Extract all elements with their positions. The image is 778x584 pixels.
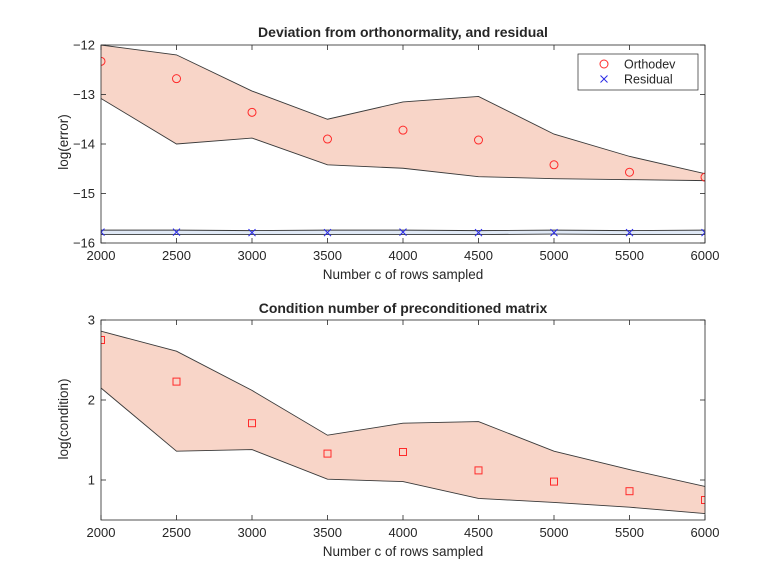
condition-xtick-label: 3500 [313,525,342,540]
error-xtick-label: 2500 [162,248,191,263]
error-xtick-label: 3500 [313,248,342,263]
error-orthodev-point [172,74,181,84]
condition-condition-point [474,466,483,475]
error-series-orthodev [101,56,705,182]
error-orthodev-point [101,56,106,66]
condition-ytick-label: 1 [88,473,95,488]
condition-plot: Condition number of preconditioned matri… [56,300,719,559]
legend-label-residual: Residual [624,73,673,87]
error-ytick-label: −15 [73,186,95,201]
error-residual-point [101,228,105,236]
condition-plot-ylabel: log(condition) [56,378,71,459]
error-ytick-label: −13 [73,87,95,102]
error-xtick-label: 5500 [615,248,644,263]
error-residual-point [550,228,558,237]
condition-series-condition [101,336,705,504]
error-xtick-label: 4500 [464,248,493,263]
error-residual-point [399,228,407,236]
condition-plot-xlabel: Number c of rows sampled [323,544,484,559]
error-plot-title: Deviation from orthonormality, and resid… [258,24,548,40]
condition-xtick-label: 3000 [238,525,267,540]
error-xtick-label: 3000 [238,248,267,263]
legend-label-orthodev: Orthodev [624,58,676,72]
error-xtick-label: 5000 [540,248,569,263]
error-residual-point [172,228,181,236]
condition-condition-point [399,448,407,456]
condition-xtick-label: 4000 [389,525,418,540]
error-xtick-label: 4000 [389,248,418,263]
condition-condition-point [550,477,558,486]
error-residual-point [625,228,634,237]
condition-condition-point [172,377,181,386]
condition-xtick-label: 5000 [540,525,569,540]
condition-xtick-label: 2000 [87,525,116,540]
condition-plot-title: Condition number of preconditioned matri… [259,300,548,316]
error-orthodev-point [549,160,559,170]
condition-band-0 [101,331,705,514]
error-residual-point [323,228,332,237]
error-ytick-label: −12 [73,38,95,53]
condition-condition-point [323,449,332,458]
condition-xtick-label: 4500 [464,525,493,540]
error-band-0-upper-line [101,45,705,175]
condition-condition-point [701,496,705,504]
legend-marker-residual [600,75,608,83]
error-orthodev-point [247,107,257,117]
condition-condition-point [101,336,105,344]
error-orthodev-point [398,125,408,135]
error-residual-point [474,228,483,237]
error-residual-point [701,228,705,237]
error-xtick-label: 6000 [691,248,720,263]
condition-band-0-lower-line [101,387,705,515]
condition-condition-point [625,487,634,496]
error-xtick-label: 2000 [87,248,116,263]
condition-ytick-label: 3 [88,313,95,328]
condition-condition-point [248,419,256,428]
error-ytick-label: −16 [73,236,95,251]
condition-ytick-label: 2 [88,393,95,408]
condition-xtick-label: 5500 [615,525,644,540]
error-orthodev-point [625,167,634,177]
error-orthodev-point [323,134,332,144]
condition-xtick-label: 6000 [691,525,720,540]
error-plot: Deviation from orthonormality, and resid… [56,24,719,282]
error-series-residual [101,228,705,237]
condition-xtick-label: 2500 [162,525,191,540]
legend-marker-orthodev [599,59,609,69]
error-orthodev-point [474,135,483,145]
error-plot-xlabel: Number c of rows sampled [323,267,484,282]
error-orthodev-point [700,172,705,182]
error-ytick-label: −14 [73,137,95,152]
condition-band-0-upper-line [101,330,705,487]
error-plot-ylabel: log(error) [56,114,71,170]
error-band-0-lower-line [101,98,705,182]
error-band-0 [101,45,705,181]
error-residual-point [248,228,256,237]
